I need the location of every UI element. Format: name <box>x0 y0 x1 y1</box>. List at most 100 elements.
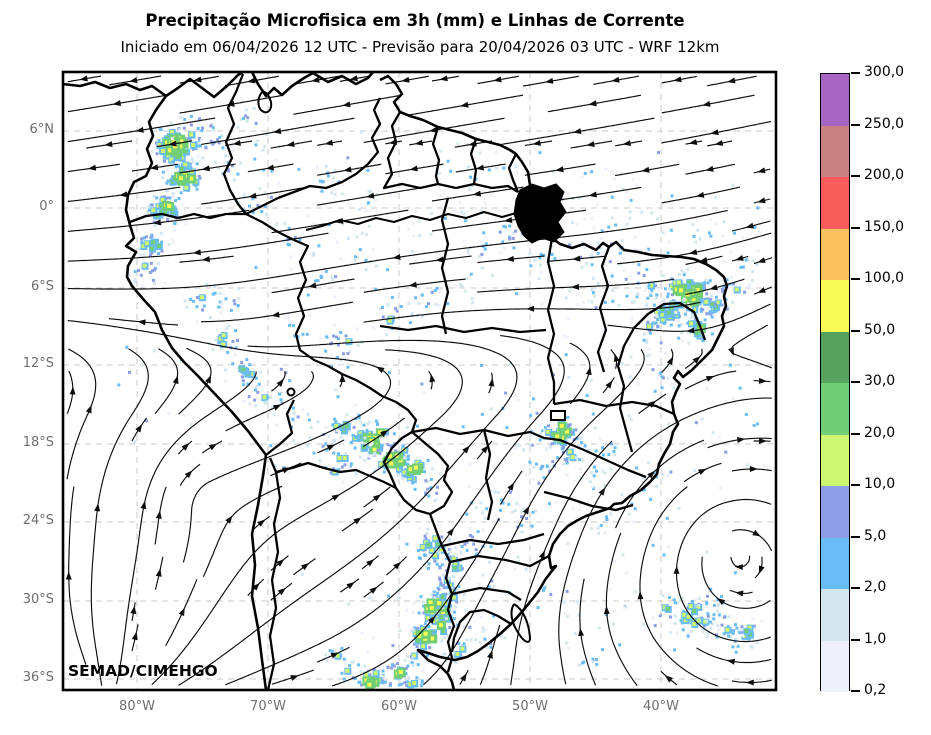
streamline-arrow <box>343 166 352 173</box>
colorbar-segment <box>821 177 849 229</box>
colorbar-tick-label: 300,0 <box>864 64 905 80</box>
streamline-arrow <box>65 571 72 580</box>
streamline-arrow <box>588 100 597 107</box>
streamline <box>684 348 703 370</box>
border-line <box>616 301 707 453</box>
coastline <box>250 71 374 98</box>
streamline-arrow <box>232 139 241 146</box>
border-line <box>245 212 418 433</box>
x-tick-label: 50°W <box>512 699 548 714</box>
colorbar-segment <box>821 74 849 126</box>
streamline-arrow <box>532 139 541 146</box>
page-title: Precipitação Microfisica em 3h (mm) e Li… <box>145 11 685 30</box>
streamline-arrow <box>758 377 767 384</box>
border-line <box>382 431 454 516</box>
streamline-arrow <box>130 605 137 615</box>
streamline-arrow <box>666 356 674 366</box>
streamline-arrow <box>586 141 595 148</box>
streamline-arrow <box>710 129 719 136</box>
streamline-arrow <box>749 465 758 472</box>
streamline-arrow <box>472 190 482 197</box>
y-tick-label: 6°N <box>29 122 55 137</box>
streamline-arrow <box>135 126 144 133</box>
streamline-arrow <box>137 319 146 326</box>
streamline-arrow <box>705 165 714 172</box>
streamline-arrow <box>135 424 143 433</box>
streamline-arrow <box>252 582 260 591</box>
streamline-arrow <box>481 445 489 454</box>
streamline-arrow <box>286 141 295 148</box>
streamline-arrow <box>372 494 382 502</box>
colorbar-tick-label: 10,0 <box>864 476 896 492</box>
streamline-arrow <box>290 675 299 681</box>
streamline-arrow <box>735 255 744 261</box>
streamline-arrow <box>757 197 766 204</box>
colorbar-tick-label: 100,0 <box>864 270 905 286</box>
streamline-arrow <box>380 430 389 438</box>
streamline-arrow <box>277 587 286 596</box>
streamline-arrow <box>697 468 707 476</box>
streamline-arrow <box>311 76 320 83</box>
streamline-arrow <box>376 366 385 374</box>
streamline-arrow <box>572 128 582 135</box>
colorbar-tick-label: 20,0 <box>864 424 896 441</box>
streamline-arrow <box>505 255 515 262</box>
streamline-arrow <box>369 586 378 594</box>
streamline-arrow <box>131 631 138 641</box>
streamline-arrow <box>87 164 97 171</box>
streamline-arrow <box>265 164 275 171</box>
streamline-arrow <box>69 386 76 395</box>
streamline-arrow <box>545 77 554 84</box>
x-tick-label: 40°W <box>643 699 679 714</box>
streamline-arrow <box>308 282 317 289</box>
streamline-arrow <box>435 256 444 263</box>
border-line <box>449 554 550 568</box>
streamline <box>639 486 718 687</box>
streamline-arrow <box>460 101 469 108</box>
streamline-arrow <box>585 366 592 376</box>
streamline-arrow <box>736 437 746 443</box>
river-line <box>510 603 531 643</box>
streamline <box>730 324 773 369</box>
streamline-arrow <box>758 565 765 574</box>
colorbar-tick <box>851 329 860 332</box>
streamline-arrow <box>193 76 202 83</box>
border-line <box>266 457 282 691</box>
streamline-arrow <box>301 562 310 571</box>
border-line <box>379 324 547 334</box>
colorbar-segment <box>821 280 849 332</box>
border-line <box>440 197 450 335</box>
streamline-arrow <box>757 167 766 174</box>
border-line <box>222 73 247 215</box>
colorbar-tick <box>851 484 860 486</box>
colorbar-segment <box>821 125 849 177</box>
streamline-arrow <box>526 305 535 312</box>
streamline-arrow <box>688 139 698 145</box>
colorbar-segment <box>821 486 849 538</box>
streamline <box>66 348 97 480</box>
streamline-arrow <box>257 519 266 527</box>
streamline-arrow <box>727 77 736 84</box>
colorbar-tick-label: 30,0 <box>864 373 896 389</box>
streamline-arrow <box>507 482 515 491</box>
colorbar-tick-label: 1,0 <box>864 630 887 647</box>
streamline-arrow <box>637 591 644 600</box>
border-line <box>543 436 647 479</box>
coastlines-and-borders <box>62 70 729 691</box>
colorbar-segment <box>821 434 849 486</box>
y-tick-label: 30°S <box>22 592 54 607</box>
colorbar-tick <box>851 381 860 383</box>
streamline-arrow <box>342 101 351 108</box>
y-tick-label: 12°S <box>22 356 54 371</box>
river-delta-fill <box>513 183 567 244</box>
streamline-arrow <box>695 191 705 198</box>
y-tick-label: 0° <box>39 199 54 214</box>
y-tick-label: 24°S <box>22 513 54 528</box>
streamline-arrow <box>414 139 424 146</box>
streamline-arrow <box>664 675 673 683</box>
streamline-arrow <box>588 191 597 198</box>
y-tick-label: 18°S <box>22 435 54 450</box>
streamline-arrow <box>366 192 375 199</box>
streamline-arrow <box>427 615 436 624</box>
